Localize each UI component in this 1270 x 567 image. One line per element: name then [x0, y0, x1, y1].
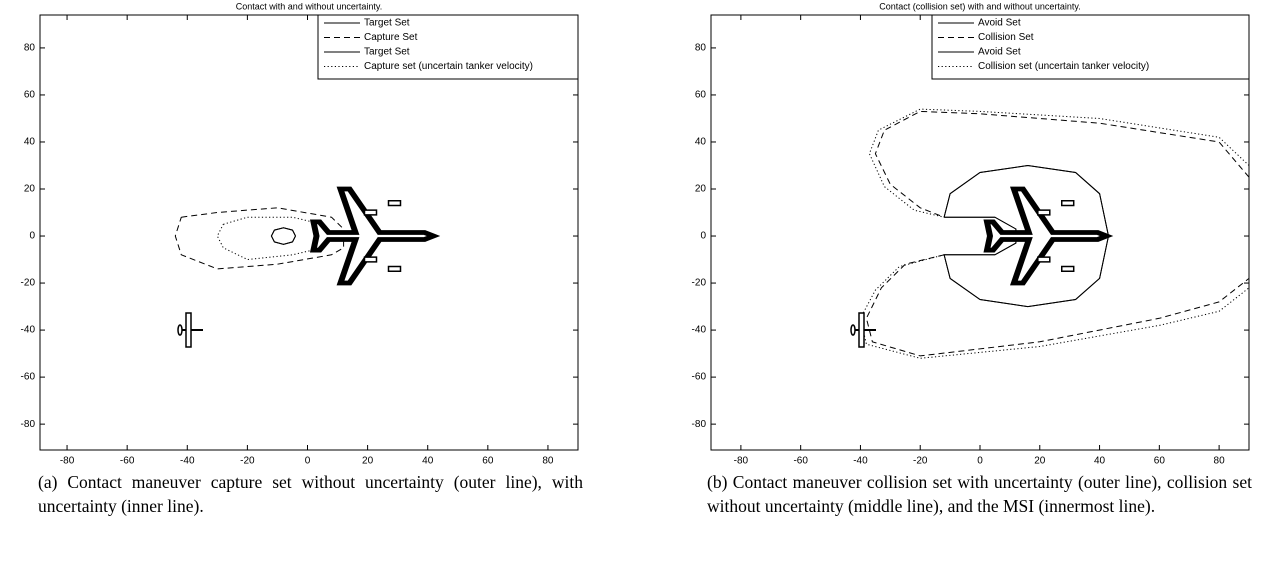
aircraft-icon	[177, 312, 203, 348]
y-tick-label: 60	[695, 90, 707, 101]
tanker-icon	[987, 189, 1107, 283]
series-line	[859, 108, 1250, 359]
legend-label: Avoid Set	[978, 47, 1021, 58]
y-tick-label: 20	[24, 184, 36, 195]
y-tick-label: 0	[29, 231, 35, 242]
x-tick-label: 60	[1154, 456, 1166, 467]
aircraft-icon	[850, 312, 876, 348]
y-tick-label: 20	[695, 184, 707, 195]
x-tick-label: 20	[362, 456, 374, 467]
x-tick-label: -40	[180, 456, 195, 467]
legend-label: Capture Set	[364, 32, 418, 43]
y-tick-label: 40	[695, 137, 707, 148]
y-tick-label: 80	[24, 43, 36, 54]
legend-label: Collision set (uncertain tanker velocity…	[978, 61, 1149, 72]
x-tick-label: -20	[913, 456, 928, 467]
series-line	[865, 110, 1250, 357]
x-tick-label: -60	[120, 456, 135, 467]
y-tick-label: -60	[692, 372, 707, 383]
caption: (a) Contact maneuver capture set without…	[38, 472, 583, 516]
chart-title: Contact with and without uncertainty.	[236, 1, 382, 11]
x-tick-label: 80	[1214, 456, 1226, 467]
legend-box	[317, 14, 579, 80]
plot: Contact with and without uncertainty. -80…	[21, 1, 579, 467]
tanker-icon	[314, 189, 434, 283]
axes-frame	[39, 14, 579, 451]
x-tick-label: -60	[793, 456, 808, 467]
series-line	[270, 227, 296, 245]
figure: Contact (collision set) with and without…	[21, 1, 1250, 467]
x-tick-label: 80	[542, 456, 554, 467]
legend-box	[931, 14, 1250, 80]
legend-label: Collision Set	[978, 32, 1034, 43]
y-tick-label: 40	[24, 137, 36, 148]
x-tick-label: -80	[734, 456, 749, 467]
caption: (b) Contact maneuver collision set with …	[707, 472, 1252, 516]
legend-label: Avoid Set	[978, 18, 1021, 29]
x-tick-label: 0	[305, 456, 311, 467]
y-tick-label: -20	[692, 278, 707, 289]
series-line	[174, 207, 345, 270]
x-tick-label: 40	[422, 456, 434, 467]
x-tick-label: 40	[1094, 456, 1106, 467]
legend-label: Target Set	[364, 47, 410, 58]
y-tick-label: -40	[21, 325, 36, 336]
axes-frame	[710, 14, 1250, 451]
x-tick-label: -40	[853, 456, 868, 467]
y-tick-label: -60	[21, 372, 36, 383]
y-tick-label: -40	[692, 325, 707, 336]
y-tick-label: -80	[21, 419, 36, 430]
y-tick-label: 80	[695, 43, 707, 54]
y-tick-label: -80	[692, 419, 707, 430]
plot: Contact (collision set) with and without…	[692, 1, 1250, 467]
y-tick-label: 60	[24, 90, 36, 101]
legend-label: Capture set (uncertain tanker velocity)	[364, 61, 533, 72]
x-tick-label: 20	[1034, 456, 1046, 467]
x-tick-label: 0	[977, 456, 983, 467]
x-tick-label: -20	[240, 456, 255, 467]
y-tick-label: -20	[21, 278, 36, 289]
y-tick-label: 0	[700, 231, 706, 242]
chart-title: Contact (collision set) with and without…	[879, 1, 1080, 11]
x-tick-label: -80	[60, 456, 75, 467]
x-tick-label: 60	[482, 456, 494, 467]
legend-label: Target Set	[364, 18, 410, 29]
